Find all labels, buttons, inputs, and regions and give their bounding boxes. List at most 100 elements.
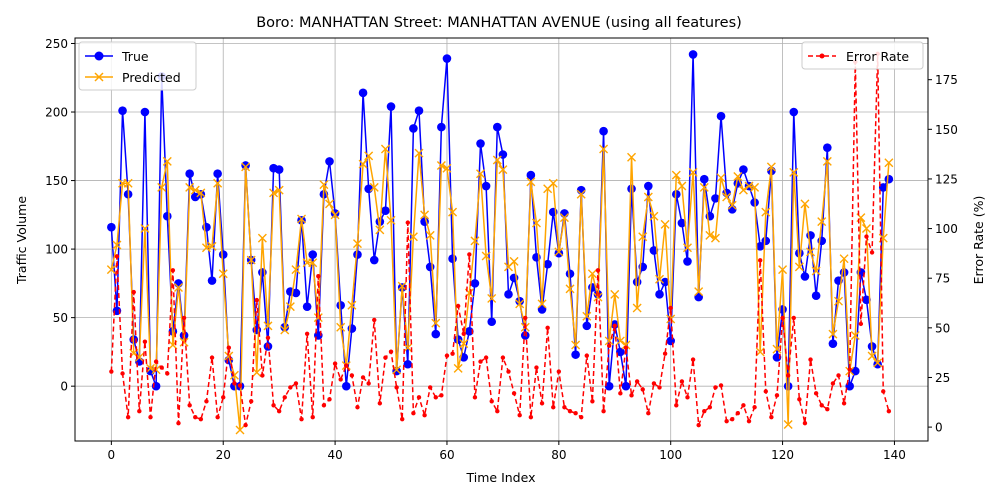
point-predicted: [241, 162, 251, 172]
point-error-rate: [137, 409, 142, 414]
point-error-rate: [344, 363, 349, 368]
point-error-rate: [125, 414, 131, 420]
point-true: [207, 276, 217, 285]
point-predicted: [738, 185, 748, 195]
point-error-rate: [444, 353, 450, 358]
point-predicted: [140, 224, 150, 234]
point-error-rate: [813, 391, 819, 396]
point-predicted: [492, 155, 502, 165]
point-error-rate: [707, 405, 713, 410]
point-error-rate: [109, 369, 114, 374]
point-true: [353, 250, 362, 259]
point-predicted: [828, 329, 838, 339]
point-predicted: [822, 156, 832, 166]
point-predicted: [185, 182, 195, 192]
point-error-rate: [467, 252, 472, 257]
point-error-rate: [551, 405, 556, 410]
point-predicted: [397, 281, 407, 291]
point-predicted: [151, 365, 161, 375]
point-predicted: [571, 340, 581, 350]
y-left-tick-label: 200: [45, 106, 68, 120]
point-predicted: [655, 274, 665, 284]
point-true: [369, 255, 379, 265]
point-error-rate: [679, 379, 685, 384]
point-predicted: [352, 239, 362, 249]
point-predicted: [873, 358, 883, 368]
legend-true-label: True: [121, 49, 149, 64]
point-error-rate: [534, 365, 539, 370]
point-predicted: [313, 313, 323, 323]
point-true: [453, 335, 463, 344]
legend-right-box: [801, 41, 924, 70]
point-predicted: [229, 370, 239, 380]
series-error-rate: [109, 51, 892, 428]
point-true: [107, 222, 116, 232]
point-error-rate: [221, 395, 226, 400]
point-predicted: [722, 192, 732, 202]
legend-error-label: Error Rate: [846, 49, 909, 64]
point-error-rate: [388, 349, 394, 354]
point-error-rate: [209, 355, 215, 360]
point-predicted: [537, 299, 547, 309]
point-predicted: [509, 256, 519, 266]
point-predicted: [481, 251, 491, 261]
point-predicted: [599, 144, 609, 154]
y-axis-left: 0 50 100 150 200 250: [45, 37, 75, 394]
point-true: [694, 292, 703, 302]
point-error-rate: [579, 414, 584, 420]
point-predicted: [744, 181, 754, 191]
point-error-rate: [556, 369, 562, 374]
point-error-rate: [601, 409, 606, 414]
point-true: [576, 185, 586, 195]
point-predicted: [610, 289, 620, 299]
point-predicted: [190, 185, 200, 195]
point-predicted: [330, 210, 340, 220]
point-true: [873, 359, 882, 369]
y-left-tick-label: 100: [45, 243, 68, 257]
point-predicted: [688, 167, 698, 177]
point-predicted: [213, 178, 223, 188]
point-predicted: [459, 339, 469, 349]
point-predicted: [196, 188, 206, 198]
point-predicted: [772, 344, 782, 354]
point-error-rate: [674, 403, 679, 408]
y-right-tick-label: 50: [935, 321, 950, 335]
point-predicted: [699, 182, 709, 192]
point-error-rate: [718, 383, 724, 388]
point-error-rate: [232, 381, 237, 386]
point-predicted: [621, 340, 631, 350]
point-predicted: [649, 211, 659, 221]
point-predicted: [375, 225, 385, 235]
point-predicted: [559, 213, 569, 223]
point-true: [325, 157, 334, 166]
point-predicted: [576, 189, 586, 199]
point-error-rate: [181, 315, 187, 321]
point-error-rate: [120, 371, 125, 376]
point-true: [565, 269, 575, 279]
point-error-rate: [841, 401, 847, 406]
point-error-rate: [573, 411, 578, 416]
point-error-rate: [646, 411, 651, 416]
point-true: [571, 350, 580, 359]
y-axis-right: 0 25 50 75 100 125 150 175: [928, 73, 958, 435]
point-predicted: [884, 158, 894, 168]
point-predicted: [778, 265, 788, 275]
point-error-rate: [785, 373, 791, 378]
series-line-error-rate: [110, 53, 890, 426]
point-error-rate: [271, 403, 276, 408]
point-error-rate: [562, 405, 567, 410]
point-error-rate: [148, 414, 153, 420]
point-error-rate: [293, 381, 299, 386]
point-predicted: [487, 293, 497, 303]
point-true: [487, 317, 497, 327]
point-error-rate: [310, 414, 315, 420]
point-predicted: [800, 199, 810, 209]
point-error-rate: [433, 395, 438, 400]
point-true: [666, 336, 676, 346]
point-true: [599, 126, 608, 136]
point-predicted: [358, 159, 368, 169]
point-true: [174, 279, 183, 288]
x-tick-label: 80: [551, 448, 566, 462]
point-predicted: [246, 255, 256, 265]
point-error-rate: [450, 351, 455, 356]
